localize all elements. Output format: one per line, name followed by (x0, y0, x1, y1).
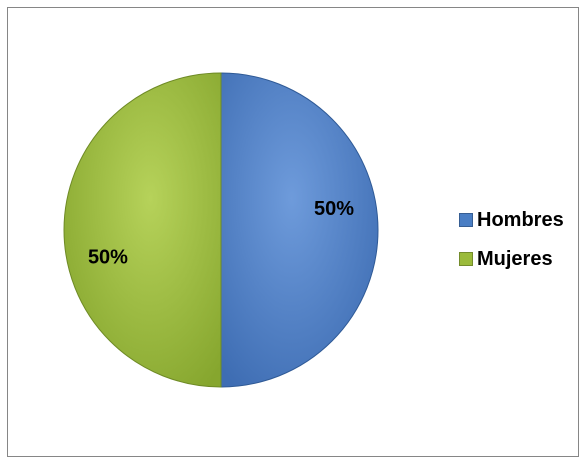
data-label-mujeres: 50% (88, 247, 128, 269)
pie-chart: 50% 50% (63, 72, 379, 388)
legend-swatch-mujeres (459, 252, 473, 266)
chart-area: 50% 50% Hombres Mujeres (7, 7, 579, 457)
pie-slice-mujeres (63, 72, 222, 388)
legend: Hombres Mujeres (459, 208, 564, 286)
legend-item-hombres: Hombres (459, 208, 564, 232)
pie-slice-hombres (220, 72, 379, 388)
legend-item-mujeres: Mujeres (459, 247, 564, 271)
legend-swatch-hombres (459, 213, 473, 227)
data-label-hombres: 50% (314, 198, 354, 220)
legend-label-hombres: Hombres (477, 208, 564, 231)
legend-label-mujeres: Mujeres (477, 247, 553, 270)
